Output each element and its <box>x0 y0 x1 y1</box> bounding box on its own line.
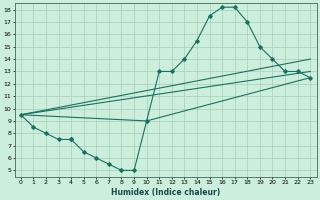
X-axis label: Humidex (Indice chaleur): Humidex (Indice chaleur) <box>111 188 220 197</box>
